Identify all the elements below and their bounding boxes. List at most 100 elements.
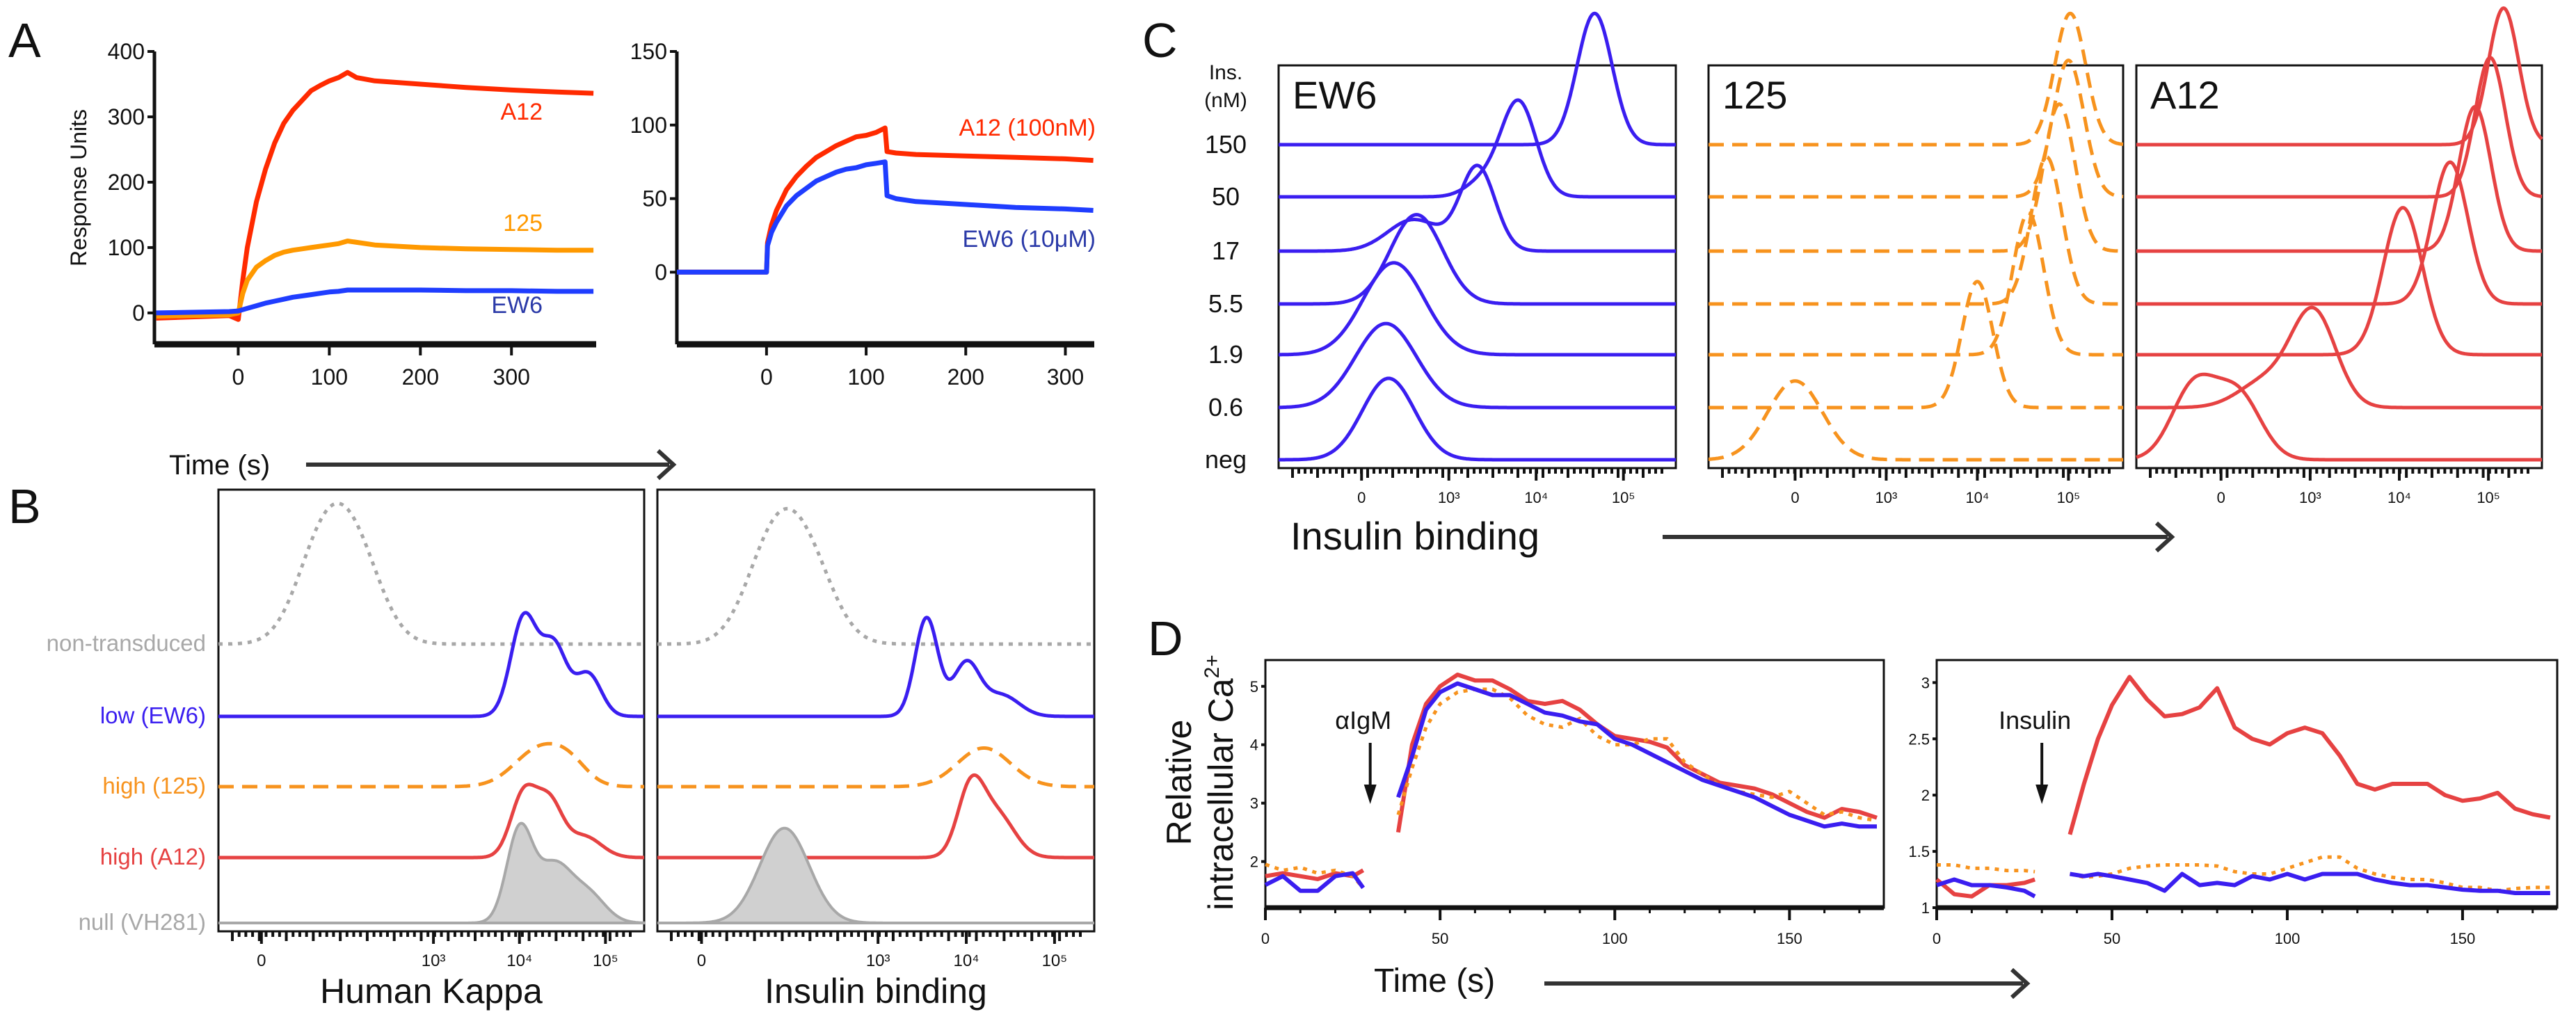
y-tick-label: 0 xyxy=(132,300,145,326)
series-label: A12 xyxy=(501,99,543,125)
y-label-superscript: 2+ xyxy=(1201,654,1224,678)
x-tick-label: 50 xyxy=(2104,930,2120,947)
histogram-high xyxy=(657,746,1094,789)
plot-frame xyxy=(217,488,646,933)
panel-letter-d: D xyxy=(1148,611,1183,666)
arrow-head-icon xyxy=(2010,967,2031,999)
x-tick-label: 150 xyxy=(1777,930,1802,947)
series-line-a12 xyxy=(677,125,1094,275)
histogram-row xyxy=(1709,102,2124,253)
series-line-125 xyxy=(1937,855,2550,893)
plot-frame xyxy=(1707,64,2125,469)
x-tick-label: 10⁴ xyxy=(1524,489,1548,506)
x-tick-label: 10⁴ xyxy=(2387,489,2411,506)
panel-title: EW6 xyxy=(1293,73,1377,117)
histogram-row xyxy=(1279,163,1676,253)
series-label: low (EW6) xyxy=(100,702,206,728)
x-tick-label: 200 xyxy=(402,364,439,389)
x-tick-label: 10³ xyxy=(1438,489,1460,506)
insulin-titration-a12: A12 0 10³ 10⁴ 10⁵ xyxy=(2135,6,2543,506)
series-label: high (A12) xyxy=(100,844,206,869)
time-arrow xyxy=(306,449,677,481)
plot-frame xyxy=(1277,64,1677,469)
plot-frame xyxy=(656,488,1096,933)
insulin-titration-125: 125 0 10³ 10⁴ 10⁵ xyxy=(1707,11,2125,506)
flow-histogram-3: 0 10³ 10⁴ 10⁵ Insulin binding xyxy=(656,488,1096,1011)
histogram-high xyxy=(218,741,644,789)
y-tick-label: 2.5 xyxy=(1908,730,1930,748)
x-tick-label: 10⁴ xyxy=(506,951,532,970)
stimulus-label: αIgM xyxy=(1335,706,1391,734)
y-tick-label: 5 xyxy=(1250,678,1258,696)
x-tick-label: 150 xyxy=(2450,930,2476,947)
row-label-1.9: 1.9 xyxy=(1208,340,1243,369)
histogram-non-transduced xyxy=(657,506,1094,646)
histogram-low xyxy=(657,616,1094,718)
y-tick-label: 200 xyxy=(108,170,145,195)
row-label-0.6: 0.6 xyxy=(1208,393,1243,421)
x-axis-label: Time (s) xyxy=(1374,963,1495,999)
x-tick-label: 0 xyxy=(1791,489,1799,506)
y-tick-label: 4 xyxy=(1250,737,1258,754)
x-axis-label: Insulin binding xyxy=(1290,514,1539,558)
histogram-row xyxy=(2136,372,2542,462)
y-tick-label: 2 xyxy=(1250,853,1258,871)
x-tick-label: 0 xyxy=(1261,930,1270,947)
spr-chart-0: 0 100 200 300 400 0 100 200 300 A12 125 EW6 xyxy=(108,39,596,389)
series-line-ew6 xyxy=(1264,681,1877,893)
histogram-row xyxy=(2136,206,2542,357)
y-tick-label: 3 xyxy=(1250,795,1258,812)
plot-frame xyxy=(1264,659,1885,909)
histogram-row xyxy=(1279,11,1676,147)
x-tick-label: 10⁴ xyxy=(954,951,979,970)
x-tick-label: 10³ xyxy=(1875,489,1898,506)
y-label-line1: Relative xyxy=(1160,720,1199,846)
panel-title: A12 xyxy=(2150,73,2220,117)
series-label: non-transduced xyxy=(47,630,206,656)
series-line-125 xyxy=(156,239,594,319)
series-label: null (VH281) xyxy=(79,909,206,935)
x-tick-label: 0 xyxy=(760,364,773,389)
series-label: high (125) xyxy=(102,773,206,798)
insulin-binding-arrow xyxy=(1663,521,2175,553)
row-label-5.5: 5.5 xyxy=(1208,289,1243,318)
x-tick-label: 10⁵ xyxy=(1612,489,1635,506)
x-tick-label: 10⁴ xyxy=(1965,489,1989,506)
series-label: EW6 xyxy=(491,292,543,319)
plot-frame xyxy=(2135,64,2543,469)
histogram-row xyxy=(2136,56,2543,199)
x-tick-label: 200 xyxy=(947,364,984,389)
x-tick-label: 300 xyxy=(493,364,530,389)
y-tick-label: 100 xyxy=(108,235,145,260)
arrow-head-icon xyxy=(2154,521,2175,553)
histogram-row xyxy=(1709,211,2123,357)
row-header: Ins. xyxy=(1209,61,1242,84)
stimulus-label: Insulin xyxy=(1999,706,2071,734)
x-axis-label: Time (s) xyxy=(169,450,270,481)
y-tick-label: 100 xyxy=(630,113,667,138)
x-tick-label: 100 xyxy=(2275,930,2301,947)
y-tick-label: 50 xyxy=(642,186,667,211)
x-axis-label: Insulin binding xyxy=(765,972,987,1011)
x-tick-label: 100 xyxy=(311,364,348,389)
histogram-high xyxy=(218,782,644,860)
row-label-17: 17 xyxy=(1212,236,1240,265)
row-label-50: 50 xyxy=(1212,182,1240,211)
x-axis-label: Human Kappa xyxy=(320,972,543,1011)
plot-frame xyxy=(1935,659,2559,909)
histogram-row xyxy=(1279,321,1676,410)
panel-letter-b: B xyxy=(8,479,41,533)
x-tick-label: 0 xyxy=(1933,930,1941,947)
x-tick-label: 10⁵ xyxy=(2057,489,2081,506)
series-line-ew6 xyxy=(1936,872,2550,899)
x-tick-label: 100 xyxy=(1602,930,1628,947)
histogram-high xyxy=(657,773,1094,860)
x-tick-label: 0 xyxy=(257,951,266,970)
panel-letter-c: C xyxy=(1142,13,1178,67)
panel-letter-a: A xyxy=(8,13,41,67)
panel-title: 125 xyxy=(1722,73,1787,117)
y-label-line2: intracellular Ca xyxy=(1201,678,1240,910)
histogram-row xyxy=(2136,160,2542,306)
x-tick-label: 0 xyxy=(232,364,245,389)
y-tick-label: 1.5 xyxy=(1908,843,1930,860)
